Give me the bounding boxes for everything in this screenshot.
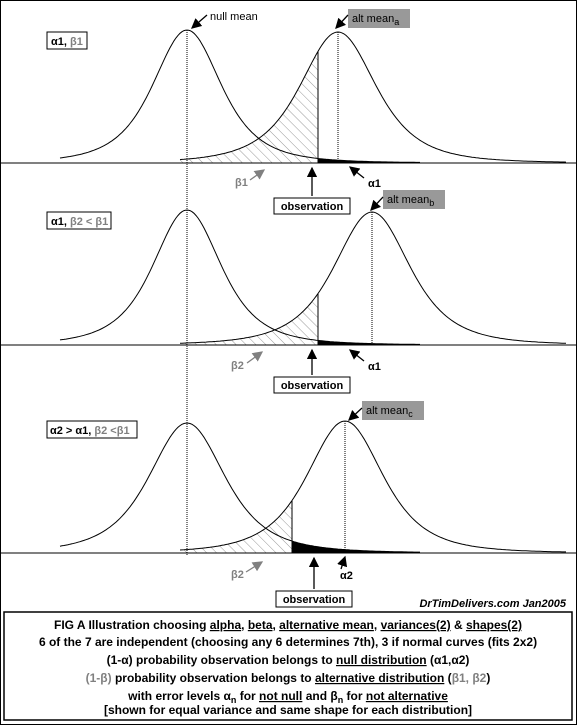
alpha-area: [318, 340, 420, 345]
label-part: α1,: [51, 216, 70, 228]
observation-box: [273, 197, 351, 215]
alpha-label: α1: [368, 361, 381, 373]
null-curve: [59, 422, 420, 553]
arrow: [335, 14, 349, 29]
caption-line: (1-α) probability observation belongs to…: [107, 653, 470, 667]
alt-mean-text: alt mean: [387, 194, 429, 206]
caption-line: FIG A Illustration choosing alpha, beta,…: [54, 618, 522, 632]
alt-mean-text: alt mean: [366, 405, 408, 417]
caption-text: not null: [259, 689, 302, 703]
caption-line: with error levels αn for not null and βn…: [127, 689, 448, 705]
alt-curve: [180, 211, 567, 344]
arrow: [348, 349, 365, 362]
caption-text: (1-α) probability observation belongs to: [107, 653, 336, 667]
alt-mean-label: alt meana: [352, 13, 399, 27]
caption-text: n: [338, 695, 344, 705]
panel-label: α1, β2 < β1: [51, 216, 108, 228]
alpha-area: [292, 541, 420, 553]
panel-label: α1, β1: [51, 36, 83, 48]
observation-box: [275, 590, 353, 608]
alt-mean-box: [362, 401, 424, 420]
alpha-area: [318, 158, 420, 163]
caption-text: shapes(2): [466, 618, 522, 632]
observation-label: observation: [281, 201, 344, 213]
alt-mean-text: alt mean: [352, 13, 394, 25]
caption-text: beta: [248, 618, 273, 632]
label-part: β1: [70, 36, 83, 48]
alt-mean-label: alt meanc: [366, 405, 413, 419]
caption-text: n: [231, 695, 237, 705]
caption-line: (1-β) probability observation belongs to…: [86, 671, 491, 685]
caption-text: with error levels α: [127, 689, 231, 703]
beta-area: [180, 293, 318, 345]
caption-text: (: [444, 671, 451, 685]
label-part: β2 <β1: [94, 425, 129, 437]
caption-text: [shown for equal variance and same shape…: [104, 703, 472, 717]
caption-text: &: [451, 618, 466, 632]
alt-mean-box: [348, 9, 410, 28]
null-mean-label: null mean: [210, 11, 258, 23]
beta-label: β1: [235, 177, 248, 189]
panel-label-box: [46, 420, 138, 439]
caption-text: alternative distribution: [315, 671, 444, 685]
caption-text: ,: [374, 618, 381, 632]
label-part: α2 > α1,: [50, 425, 94, 437]
caption-text: null distribution: [336, 653, 427, 667]
caption-text: for: [236, 689, 259, 703]
caption-text: (1-β): [86, 671, 112, 685]
caption-text: β1, β2: [452, 671, 487, 685]
caption-text: 6 of the 7 are independent (choosing any…: [39, 635, 537, 649]
observation-label: observation: [281, 380, 344, 392]
caption-line: [shown for equal variance and same shape…: [104, 703, 472, 717]
alt-mean-sub: a: [394, 17, 399, 27]
caption-text: not alternative: [366, 689, 448, 703]
panel-label-box: [46, 211, 112, 230]
caption-text: alternative mean: [279, 618, 374, 632]
arrow: [245, 561, 264, 573]
credit: DrTimDelivers.com Jan2005: [419, 598, 566, 610]
beta-label: β2: [231, 569, 244, 581]
alt-mean-box: [383, 190, 445, 209]
arrow: [246, 351, 264, 364]
observation-box: [273, 376, 351, 394]
panel-label: α2 > α1, β2 <β1: [50, 425, 130, 437]
alt-curve: [179, 420, 566, 553]
alt-curve: [179, 31, 567, 163]
alpha-label: α2: [340, 570, 353, 582]
caption-text: probability observation belongs to: [112, 671, 315, 685]
caption-text: (α1,α2): [427, 653, 470, 667]
arrow: [370, 196, 384, 211]
caption-box: [3, 611, 573, 721]
null-curve: [59, 209, 420, 345]
arrow: [249, 169, 266, 181]
arrow: [191, 14, 208, 29]
alt-mean-sub: b: [429, 198, 434, 208]
caption-text: and β: [302, 689, 337, 703]
observation-label: observation: [283, 594, 346, 606]
caption-text: alpha: [210, 618, 242, 632]
alpha-label: α1: [368, 178, 381, 190]
arrow: [348, 407, 363, 421]
arrow: [348, 166, 365, 179]
beta-label: β2: [231, 360, 244, 372]
null-curve: [59, 29, 420, 163]
arrow: [337, 555, 348, 570]
caption-text: ,: [273, 618, 280, 632]
panel-label-box: [46, 31, 88, 50]
beta-area: [180, 500, 292, 553]
caption-text: FIG A Illustration choosing: [54, 618, 210, 632]
label-part: β2 < β1: [70, 216, 108, 228]
caption-line: 6 of the 7 are independent (choosing any…: [39, 635, 537, 649]
caption-text: for: [343, 689, 366, 703]
caption-text: ,: [241, 618, 248, 632]
caption-text: ): [486, 671, 490, 685]
alt-mean-label: alt meanb: [387, 194, 434, 208]
caption-text: variances(2): [381, 618, 451, 632]
label-part: α1,: [51, 36, 70, 48]
beta-area: [180, 51, 318, 163]
alt-mean-sub: c: [408, 409, 413, 419]
